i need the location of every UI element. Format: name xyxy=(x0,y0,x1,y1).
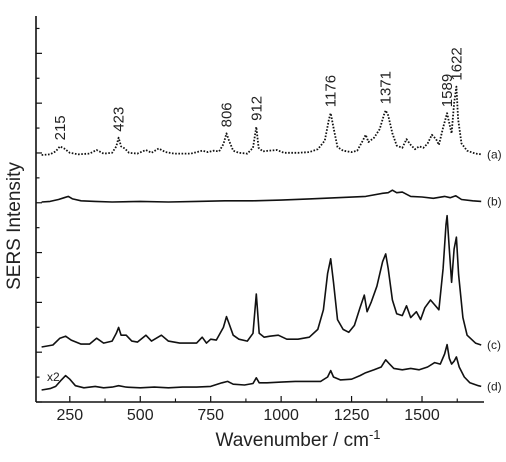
x-axis-title-text: Wavenumber / cm xyxy=(215,430,368,451)
trace-label-c: (c) xyxy=(487,338,501,352)
peak-label: 1371 xyxy=(378,71,395,104)
x-tick-label: 1250 xyxy=(334,407,370,424)
x-tick-label: 1500 xyxy=(404,407,440,424)
spectra-traces: (a) (b) (c) (d) xyxy=(41,85,502,393)
trace-label-b: (b) xyxy=(487,194,502,208)
spectrum-line-b xyxy=(41,189,482,203)
spectrum-line-c xyxy=(41,214,482,348)
axes: 250 500 750 1000 1250 1500 xyxy=(35,16,484,424)
peak-label: 215 xyxy=(52,115,69,140)
peak-label: 1589 xyxy=(439,74,456,107)
x-tick-label: 750 xyxy=(197,407,224,424)
peak-label: 806 xyxy=(219,102,236,127)
trace-label-d: (d) xyxy=(487,379,502,393)
x-axis-title-superscript: -1 xyxy=(369,427,381,442)
peak-label: 423 xyxy=(111,107,128,132)
peak-label: 912 xyxy=(248,96,265,121)
peak-label: 1622 xyxy=(448,47,465,80)
x-axis-title: Wavenumber / cm-1 xyxy=(215,427,380,451)
scale-note: x2 xyxy=(47,370,60,384)
peak-label: 1176 xyxy=(323,75,340,107)
x-tick-label: 1000 xyxy=(263,407,299,424)
x-tick-label: 500 xyxy=(127,407,154,424)
spectrum-line-d xyxy=(41,343,482,391)
x-tick-label: 250 xyxy=(56,407,83,424)
y-axis-title: SERS Intensity xyxy=(4,162,25,290)
trace-label-a: (a) xyxy=(487,147,502,161)
